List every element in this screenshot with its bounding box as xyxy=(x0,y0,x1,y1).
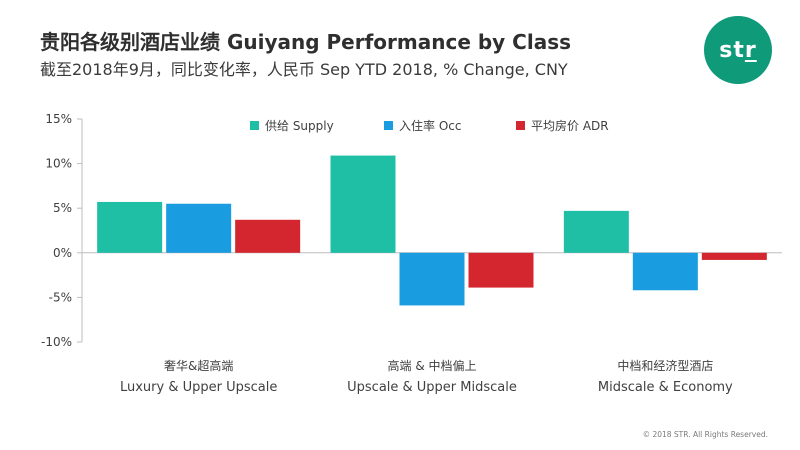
chart-title: 贵阳各级别酒店业绩 Guiyang Performance by Class xyxy=(40,30,572,54)
category-label-en: Midscale & Economy xyxy=(598,380,733,395)
legend-swatch xyxy=(384,121,393,130)
y-tick-label: 0% xyxy=(53,246,72,260)
bar xyxy=(235,219,301,253)
bar xyxy=(701,252,767,260)
legend-label: 平均房价 ADR xyxy=(531,118,609,133)
bar xyxy=(97,201,163,253)
category-label-zh: 高端 & 中档偏上 xyxy=(388,358,477,373)
copyright-notice: © 2018 STR. All Rights Reserved. xyxy=(642,430,768,439)
y-tick-label: -10% xyxy=(41,335,72,349)
category-label-zh: 奢华&超高端 xyxy=(164,358,233,373)
y-tick-label: -5% xyxy=(49,290,72,304)
bar xyxy=(563,210,629,253)
bar xyxy=(399,252,465,306)
legend-label: 入住率 Occ xyxy=(399,118,461,133)
logo-text: st xyxy=(719,37,745,63)
legend-label: 供给 Supply xyxy=(265,119,334,133)
bar xyxy=(468,252,534,288)
legend-swatch xyxy=(250,121,259,130)
category-label-en: Luxury & Upper Upscale xyxy=(120,380,277,395)
legend-swatch xyxy=(516,121,525,130)
bar xyxy=(632,252,698,291)
y-tick-label: 15% xyxy=(45,112,72,126)
bar xyxy=(166,203,232,253)
bar xyxy=(330,155,396,253)
category-label-zh: 中档和经济型酒店 xyxy=(617,358,713,373)
category-label-en: Upscale & Upper Midscale xyxy=(347,380,517,395)
str-logo: st r xyxy=(704,16,772,84)
logo-text-underlined: r xyxy=(744,37,757,63)
chart-subtitle: 截至2018年9月，同比变化率，人民币 Sep YTD 2018, % Chan… xyxy=(40,60,568,79)
y-tick-label: 5% xyxy=(53,201,72,215)
y-tick-label: 10% xyxy=(45,157,72,171)
